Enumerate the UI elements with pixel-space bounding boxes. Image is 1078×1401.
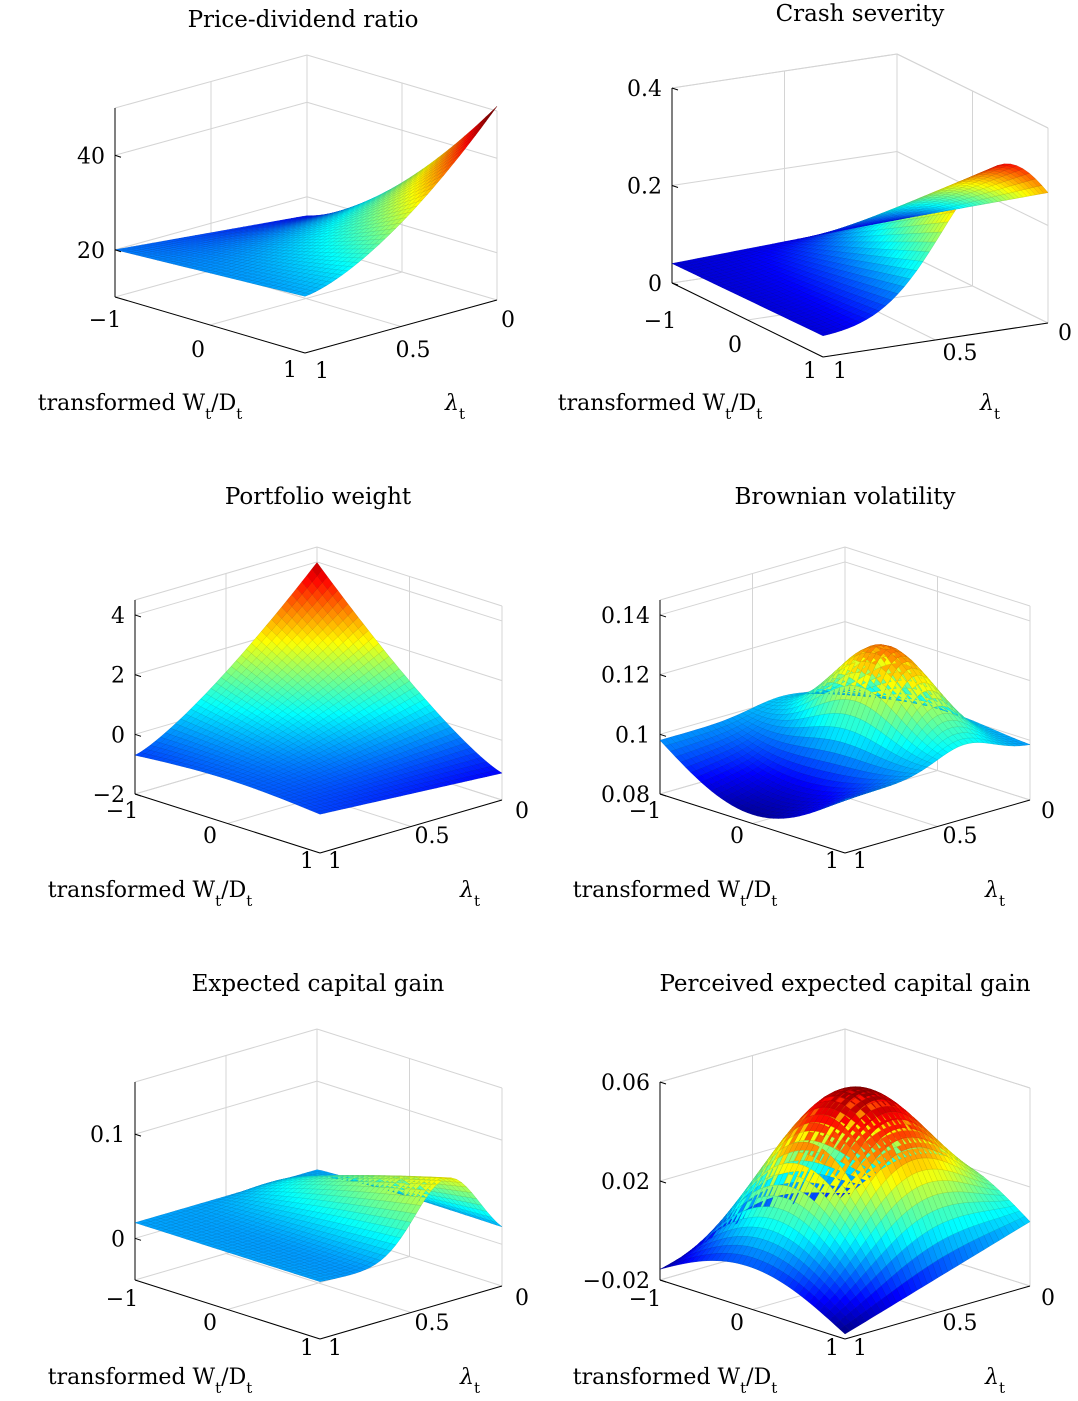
y-tick-label: 0 [1058, 321, 1072, 346]
y-axis-label: λt [459, 878, 480, 910]
z-tick-label: 0.2 [627, 175, 662, 200]
x-axis-label: transformed Wt/Dt [48, 878, 253, 910]
z-tick-label: 40 [77, 144, 105, 169]
y-tick-label: 1 [315, 359, 329, 384]
y-ticks: 10.50 [833, 321, 1072, 384]
y-axis-label: λt [979, 391, 1000, 423]
panel-title: Brownian volatility [735, 484, 956, 510]
z-tick-mark [134, 793, 142, 797]
z-tick-label: 4 [111, 604, 125, 629]
x-axis-line [114, 296, 306, 354]
x-tick-label: 0 [728, 333, 742, 358]
axis-box [114, 54, 498, 354]
z-tick-label: 20 [77, 239, 105, 264]
z-tick-mark [671, 185, 679, 188]
x-tick-label: −1 [106, 799, 138, 824]
y-tick-label: 0.5 [943, 341, 978, 366]
z-tick-mark [134, 614, 142, 618]
z-tick-mark [134, 733, 142, 737]
z-tick-label: 0.4 [627, 77, 662, 102]
y-axis-line [304, 299, 498, 354]
x-tick-label: 1 [803, 359, 817, 384]
x-axis-label: transformed Wt/Dt [38, 391, 243, 423]
panel-title: Crash severity [776, 1, 945, 27]
z-tick-label: 0 [111, 723, 125, 748]
x-tick-label: −1 [89, 308, 121, 333]
x-tick-label: −1 [644, 309, 676, 334]
x-tick-label: 0 [191, 338, 205, 363]
x-tick-label: 1 [300, 849, 314, 874]
x-axis-label: transformed Wt/Dt [558, 391, 763, 423]
y-tick-label: 0 [515, 799, 529, 824]
x-ticks: −1 0 1 [106, 799, 314, 874]
z-tick-mark [134, 674, 142, 678]
y-ticks: 10.50 [328, 799, 529, 874]
surface [659, 644, 1031, 819]
surface [671, 163, 1049, 336]
x-tick-label: 1 [283, 358, 297, 383]
panel-title: Price-dividend ratio [188, 7, 419, 33]
y-axis-label: λt [444, 391, 465, 423]
z-tick-label: 0 [648, 272, 662, 297]
y-ticks: 10.50 [315, 308, 515, 384]
z-tick-mark [671, 87, 679, 91]
y-tick-label: 1 [833, 359, 847, 384]
z-tick-label: 2 [111, 664, 125, 689]
y-axis-line [844, 799, 1031, 854]
y-tick-label: 0.5 [415, 824, 450, 849]
panel-title: Portfolio weight [225, 484, 412, 510]
x-tick-label: 0 [203, 824, 217, 849]
x-ticks: −1 0 1 [89, 308, 297, 383]
z-ticks: 0 0.2 0.4 [627, 77, 679, 297]
y-tick-label: 1 [328, 849, 342, 874]
grid-line [114, 54, 308, 109]
z-tick-mark [114, 154, 122, 158]
y-axis-line [822, 322, 1049, 358]
y-tick-label: 0 [501, 308, 515, 333]
surface [114, 106, 498, 297]
y-tick-label: 0.5 [396, 338, 431, 363]
grid-line [306, 54, 498, 112]
surface [134, 562, 503, 815]
